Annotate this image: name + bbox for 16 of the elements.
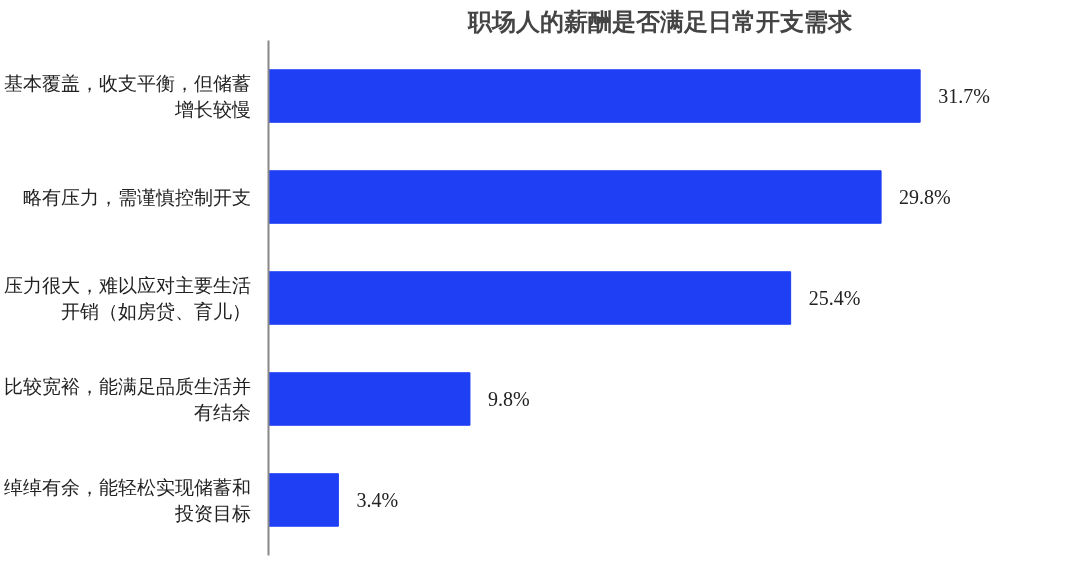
data-label: 31.7%	[938, 85, 990, 108]
chart-title: 职场人的薪酬是否满足日常开支需求	[466, 7, 853, 36]
y-tick-label: 略有压力，需谨慎控制开支	[22, 186, 251, 209]
data-label: 29.8%	[899, 186, 951, 209]
bar	[268, 69, 921, 123]
bar	[268, 271, 792, 325]
bar	[268, 372, 471, 426]
bar	[268, 170, 882, 224]
y-tick-label: 压力很大，难以应对主要生活开销（如房贷、育儿）	[3, 273, 251, 323]
data-label: 3.4%	[356, 488, 399, 511]
y-tick-label: 绰绰有余，能轻松实现储蓄和投资目标	[3, 475, 251, 525]
y-tick-label: 比较宽裕，能满足品质生活并有结余	[3, 374, 251, 424]
y-tick-label: 基本覆盖，收支平衡，但储蓄增长较慢	[3, 71, 251, 121]
bar	[268, 473, 339, 527]
data-label: 25.4%	[808, 287, 861, 309]
data-label: 9.8%	[487, 387, 530, 410]
